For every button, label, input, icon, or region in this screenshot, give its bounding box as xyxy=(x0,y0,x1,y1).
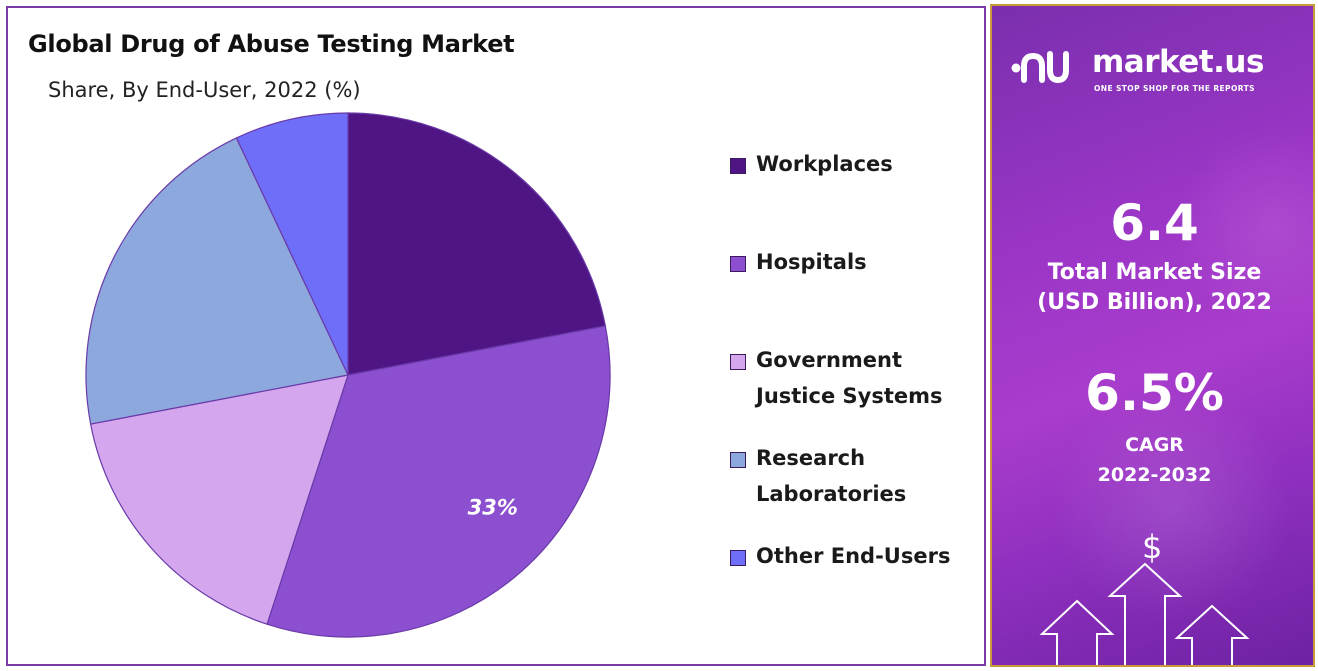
brand: market.us ONE STOP SHOP FOR THE REPORTS xyxy=(1010,42,1310,102)
pie-slice-government-justice-systems xyxy=(89,374,349,625)
dollar-icon: $ xyxy=(1142,528,1163,566)
info-panel: market.us ONE STOP SHOP FOR THE REPORTS … xyxy=(990,4,1315,667)
background-glow xyxy=(1052,386,1292,626)
legend-label: Government Justice Systems xyxy=(756,348,943,408)
legend-swatch xyxy=(730,550,746,566)
pie-slice-hospitals xyxy=(266,325,611,638)
legend-swatch xyxy=(730,354,746,370)
legend-swatch xyxy=(730,158,746,174)
cagr-label: CAGR 2022-2032 xyxy=(1097,434,1212,486)
pie-chart: 33% xyxy=(85,112,611,638)
cagr-value: 6.5% xyxy=(1085,364,1224,422)
market-us-logo-icon xyxy=(1011,51,1069,84)
legend-label: Research Laboratories xyxy=(756,446,907,506)
chart-subtitle: Share, By End-User, 2022 (%) xyxy=(48,78,361,102)
brand-tagline: ONE STOP SHOP FOR THE REPORTS xyxy=(1094,84,1255,93)
pie-slice-other-end-users xyxy=(235,112,349,376)
legend-label: Other End-Users xyxy=(756,544,951,568)
chart-title: Global Drug of Abuse Testing Market xyxy=(28,30,515,58)
pie-slice-research-laboratories xyxy=(85,137,349,425)
brand-name: market.us xyxy=(1092,44,1264,80)
legend-swatch xyxy=(730,452,746,468)
growth-arrows-icon xyxy=(1039,562,1250,665)
market-size-value: 6.4 xyxy=(1110,194,1199,252)
slice-data-label: 33% xyxy=(468,496,518,520)
legend-label: Workplaces xyxy=(756,152,893,176)
market-size-label: Total Market Size (USD Billion), 2022 xyxy=(1037,260,1272,315)
pie-slice-workplaces xyxy=(347,112,607,376)
legend-swatch xyxy=(730,256,746,272)
legend-label: Hospitals xyxy=(756,250,867,274)
chart-panel: Global Drug of Abuse Testing Market Shar… xyxy=(6,6,986,666)
